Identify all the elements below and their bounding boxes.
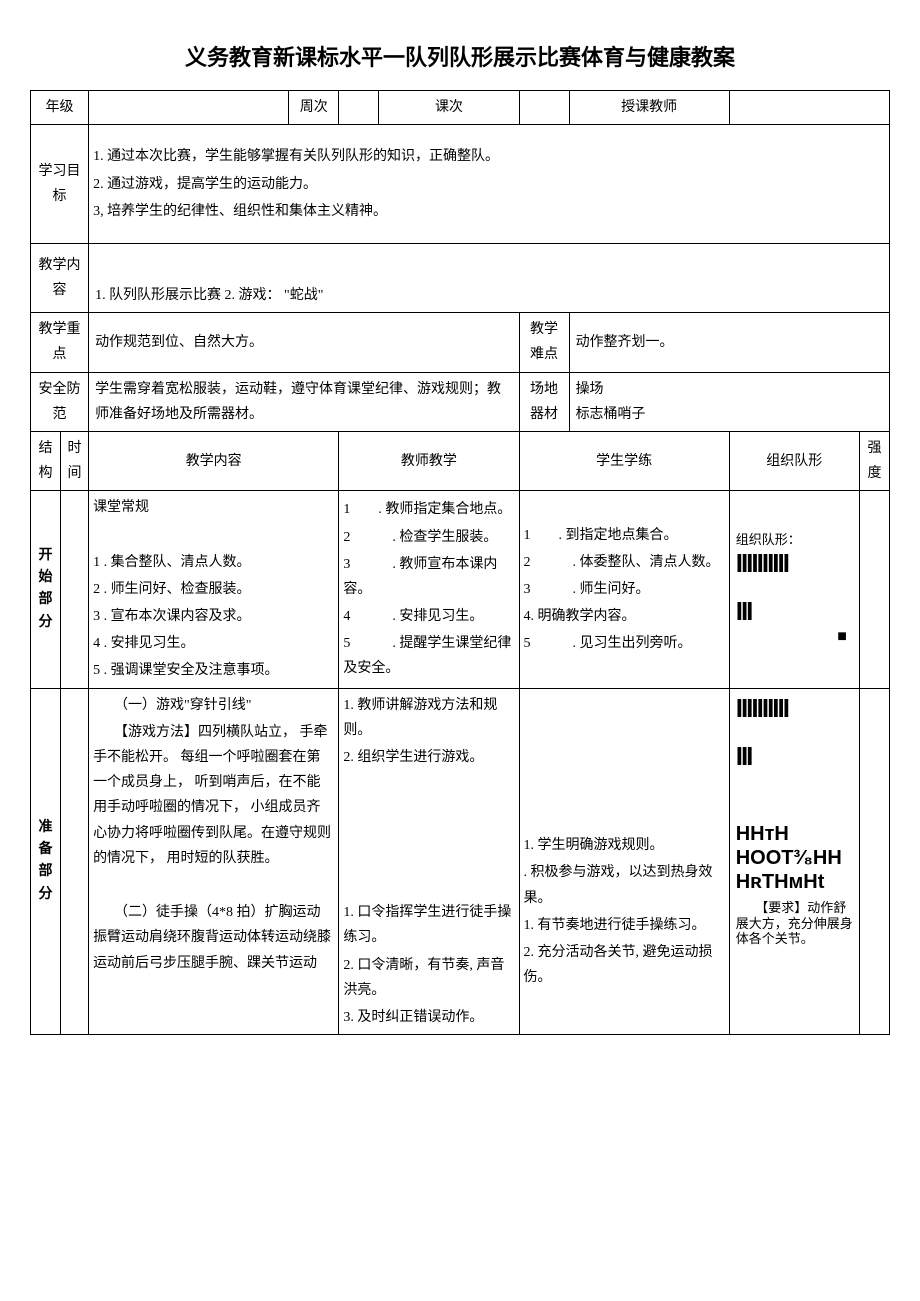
list-item: 1 . 到指定地点集合。 <box>524 523 725 548</box>
safety-row: 安全防范 学生需穿着宽松服装，运动鞋，遵守体育课堂纪律、游戏规则；教师准备好场地… <box>31 372 890 431</box>
list-item: 5 . 见习生出列旁听。 <box>524 631 725 656</box>
col-content: 教学内容 <box>89 431 339 490</box>
list-item: 1. 教师讲解游戏方法和规则。 <box>343 693 514 743</box>
list-item: 3 . 宣布本次课内容及求。 <box>93 604 334 629</box>
formation-bars-icon: IIIIIIIIII <box>736 548 853 579</box>
lesson-value <box>519 91 569 125</box>
start-content-title: 课堂常规 <box>93 495 334 520</box>
week-label: 周次 <box>289 91 339 125</box>
difficulty-label: 教学难点 <box>519 313 569 372</box>
keypoint-row: 教学重点 动作规范到位、自然大方。 教学难点 动作整齐划一。 <box>31 313 890 372</box>
list-item: 4 . 安排见习生。 <box>93 631 334 656</box>
list-item: 2. 充分活动各关节, 避免运动损伤。 <box>524 940 725 990</box>
formation-requirement: 【要求】动作舒展大方，充分伸展身体各个关节。 <box>736 900 853 947</box>
objective-line: 1. 通过本次比赛，学生能够掌握有关队列队形的知识，正确整队。 <box>93 144 885 169</box>
list-item: 3 . 师生问好。 <box>524 577 725 602</box>
prep-label: 准备部分 <box>31 688 61 1034</box>
prep-section-row: 准备部分 （一）游戏"穿针引线" 【游戏方法】四列横队站立， 手牵手不能松开。 … <box>31 688 890 1034</box>
col-student: 学生学练 <box>519 431 729 490</box>
start-intensity <box>859 491 889 688</box>
header-row: 年级 周次 课次 授课教师 <box>31 91 890 125</box>
col-structure: 结构 <box>31 431 61 490</box>
safety-text: 学生需穿着宽松服装，运动鞋，遵守体育课堂纪律、游戏规则；教师准备好场地及所需器材… <box>89 372 519 431</box>
columns-header-row: 结构 时间 教学内容 教师教学 学生学练 组织队形 强度 <box>31 431 890 490</box>
page-title: 义务教育新课标水平一队列队形展示比赛体育与健康教案 <box>30 40 890 72</box>
col-intensity: 强度 <box>859 431 889 490</box>
formation-bars-icon: IIIIIIIIII <box>736 693 853 724</box>
week-value <box>339 91 379 125</box>
teaching-content-label: 教学内容 <box>31 244 89 313</box>
venue-label: 场地器材 <box>519 372 569 431</box>
venue-line: 操场 <box>576 382 604 397</box>
list-item: . 积极参与游戏，以达到热身效果。 <box>524 860 725 910</box>
formation-square-icon: ■ <box>736 627 853 646</box>
safety-label: 安全防范 <box>31 372 89 431</box>
list-item: 3. 及时纠正错误动作。 <box>343 1005 514 1030</box>
teacher-value <box>729 91 889 125</box>
prep-content-p1: （一）游戏"穿针引线" <box>93 693 334 718</box>
formation-bars-icon: III <box>736 596 853 627</box>
col-formation: 组织队形 <box>729 431 859 490</box>
list-item: 2. 组织学生进行游戏。 <box>343 745 514 770</box>
prep-teacher: 1. 教师讲解游戏方法和规则。 2. 组织学生进行游戏。 1. 口令指挥学生进行… <box>339 688 519 1034</box>
teaching-content-row: 教学内容 1. 队列队形展示比赛 2. 游戏： "蛇战" <box>31 244 890 313</box>
start-student: 1 . 到指定地点集合。 2 . 体委整队、清点人数。 3 . 师生问好。 4.… <box>519 491 729 688</box>
grade-label: 年级 <box>31 91 89 125</box>
prep-intensity <box>859 688 889 1034</box>
list-item: 1. 有节奏地进行徒手操练习。 <box>524 913 725 938</box>
prep-time <box>61 688 89 1034</box>
list-item: 2 . 检查学生服装。 <box>343 525 514 550</box>
start-time <box>61 491 89 688</box>
lesson-plan-table: 年级 周次 课次 授课教师 学习目标 1. 通过本次比赛，学生能够掌握有关队列队… <box>30 90 890 1035</box>
list-item: 1 . 集合整队、清点人数。 <box>93 550 334 575</box>
teacher-label: 授课教师 <box>569 91 729 125</box>
list-item: 2 . 体委整队、清点人数。 <box>524 550 725 575</box>
col-time: 时间 <box>61 431 89 490</box>
difficulty-text: 动作整齐划一。 <box>569 313 889 372</box>
list-item: 4 . 安排见习生。 <box>343 604 514 629</box>
keypoint-label: 教学重点 <box>31 313 89 372</box>
list-item: 5 . 提醒学生课堂纪律及安全。 <box>343 631 514 681</box>
list-item: 2. 口令清晰，有节奏, 声音洪亮。 <box>343 953 514 1003</box>
objectives-text: 1. 通过本次比赛，学生能够掌握有关队列队形的知识，正确整队。 2. 通过游戏，… <box>89 125 890 244</box>
objectives-row: 学习目标 1. 通过本次比赛，学生能够掌握有关队列队形的知识，正确整队。 2. … <box>31 125 890 244</box>
prep-content: （一）游戏"穿针引线" 【游戏方法】四列横队站立， 手牵手不能松开。 每组一个呼… <box>89 688 339 1034</box>
start-formation: 组织队形： IIIIIIIIII III ■ <box>729 491 859 688</box>
start-label: 开始部分 <box>31 491 61 688</box>
teaching-content-text: 1. 队列队形展示比赛 2. 游戏： "蛇战" <box>89 244 890 313</box>
start-teacher: 1 . 教师指定集合地点。 2 . 检查学生服装。 3 . 教师宣布本课内容。 … <box>339 491 519 688</box>
prep-content-p2: 【游戏方法】四列横队站立， 手牵手不能松开。 每组一个呼啦圈套在第一个成员身上，… <box>93 720 334 871</box>
venue-line: 标志桶哨子 <box>576 407 646 422</box>
prep-content-p3: （二）徒手操（4*8 拍）扩胸运动振臂运动肩绕环腹背运动体转运动绕膝运动前后弓步… <box>93 900 334 976</box>
venue-text: 操场 标志桶哨子 <box>569 372 889 431</box>
list-item: 4. 明确教学内容。 <box>524 604 725 629</box>
list-item: 1. 口令指挥学生进行徒手操练习。 <box>343 900 514 950</box>
start-section-row: 开始部分 课堂常规 1 . 集合整队、清点人数。 2 . 师生问好、检查服装。 … <box>31 491 890 688</box>
col-teacher: 教师教学 <box>339 431 519 490</box>
prep-formation: IIIIIIIIII III HHᴛH HOOT³⁄₈HH HʀTHᴍHt 【要… <box>729 688 859 1034</box>
formation-glyph-icon: HHᴛH HOOT³⁄₈HH HʀTHᴍHt <box>736 822 853 894</box>
list-item: 3 . 教师宣布本课内容。 <box>343 552 514 602</box>
grade-value <box>89 91 289 125</box>
objectives-label: 学习目标 <box>31 125 89 244</box>
prep-student: 1. 学生明确游戏规则。 . 积极参与游戏，以达到热身效果。 1. 有节奏地进行… <box>519 688 729 1034</box>
list-item: 5 . 强调课堂安全及注意事项。 <box>93 658 334 683</box>
objective-line: 2. 通过游戏，提高学生的运动能力。 <box>93 172 885 197</box>
list-item: 1 . 教师指定集合地点。 <box>343 497 514 522</box>
list-item: 1. 学生明确游戏规则。 <box>524 833 725 858</box>
formation-label: 组织队形： <box>736 532 853 548</box>
keypoint-text: 动作规范到位、自然大方。 <box>89 313 519 372</box>
start-content: 课堂常规 1 . 集合整队、清点人数。 2 . 师生问好、检查服装。 3 . 宣… <box>89 491 339 688</box>
list-item: 2 . 师生问好、检查服装。 <box>93 577 334 602</box>
formation-bars-icon: III <box>736 741 853 772</box>
objective-line: 3, 培养学生的纪律性、组织性和集体主义精神。 <box>93 199 885 224</box>
lesson-label: 课次 <box>379 91 519 125</box>
